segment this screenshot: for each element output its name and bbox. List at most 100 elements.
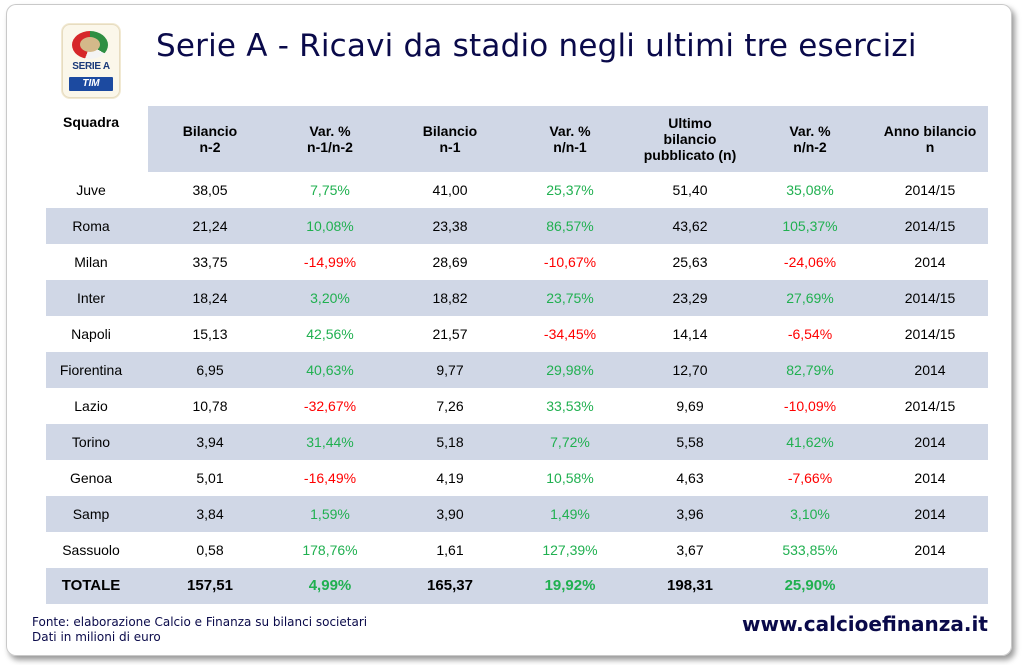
cell-n: 9,69	[676, 398, 704, 414]
cell-n1: 7,26	[436, 398, 464, 414]
cell-n2: 5,01	[196, 470, 224, 486]
cell-var3: -10,09%	[783, 398, 837, 414]
cell-n: 43,62	[672, 218, 708, 234]
logo-sponsor: TIM	[69, 77, 113, 91]
cell-var3: -7,66%	[787, 470, 833, 486]
cell-var2: 127,39%	[542, 542, 598, 558]
cell-var3: 25,90%	[784, 577, 836, 594]
column-header-anno-bilancio: Anno bilancio n	[883, 123, 977, 155]
website-link[interactable]: www.calcioefinanza.it	[742, 612, 988, 636]
source-note: Fonte: elaborazione Calcio e Finanza su …	[32, 615, 368, 629]
cell-var1: 3,20%	[310, 290, 350, 306]
table-row: Fiorentina 6,95 40,63% 9,77 29,98% 12,70 82,79…	[46, 352, 988, 388]
column-header-bilancio-n2: Bilancio n-2	[182, 123, 238, 155]
cell-var1: -14,99%	[303, 254, 357, 270]
cell-var1: 1,59%	[310, 506, 350, 522]
team-name: Inter	[76, 290, 105, 306]
page-title: Serie A - Ricavi da stadio negli ultimi …	[156, 28, 917, 64]
cell-var2: -34,45%	[543, 326, 597, 342]
cell-n1: 3,90	[436, 506, 464, 522]
cell-var2: 86,57%	[546, 218, 594, 234]
team-name: Sassuolo	[62, 542, 120, 558]
row-band	[148, 424, 988, 460]
cell-n2: 0,58	[196, 542, 224, 558]
cell-n: 23,29	[672, 290, 708, 306]
cell-anno	[870, 568, 990, 604]
unit-note: Dati in milioni di euro	[32, 630, 161, 644]
table-row: Samp 3,84 1,59% 3,90 1,49% 3,96 3,10% 2014	[46, 496, 988, 532]
cell-var2: 33,53%	[546, 398, 594, 414]
cell-var3: 105,37%	[782, 218, 838, 234]
cell-var2: 23,75%	[546, 290, 594, 306]
cell-var2: 10,58%	[546, 470, 594, 486]
cell-var3: -24,06%	[783, 254, 837, 270]
cell-n: 198,31	[667, 577, 713, 594]
cell-n1: 28,69	[432, 254, 468, 270]
cell-var2: -10,67%	[543, 254, 597, 270]
row-band	[148, 208, 988, 244]
serie-a-logo: SERIE A TIM	[62, 24, 120, 98]
cell-n1: 165,37	[427, 577, 473, 594]
cell-var2: 25,37%	[546, 182, 594, 198]
cell-var3: 35,08%	[786, 182, 834, 198]
team-name: Genoa	[69, 470, 113, 486]
footnote: Fonte: elaborazione Calcio e Finanza su …	[32, 615, 367, 645]
cell-n2: 10,78	[192, 398, 228, 414]
table-row: Lazio 10,78 -32,67% 7,26 33,53% 9,69 -10,09% 20…	[46, 388, 988, 424]
cell-anno: 2014/15	[904, 218, 956, 234]
cell-var3: -6,54%	[787, 326, 833, 342]
cell-var2: 1,49%	[550, 506, 590, 522]
cell-n: 5,58	[676, 434, 704, 450]
cell-n: 25,63	[672, 254, 708, 270]
row-band	[148, 568, 988, 604]
team-name: Napoli	[71, 326, 111, 342]
table-row: Milan 33,75 -14,99% 28,69 -10,67% 25,63 -24,06…	[46, 244, 988, 280]
cell-anno: 2014/15	[904, 398, 956, 414]
cell-var1: -16,49%	[303, 470, 357, 486]
row-band	[46, 352, 148, 388]
cell-anno: 2014	[914, 254, 946, 270]
team-name: Roma	[72, 218, 110, 234]
cell-var3: 3,10%	[790, 506, 830, 522]
logo-text: SERIE A	[72, 61, 110, 72]
cell-var1: 42,56%	[306, 326, 354, 342]
row-band	[46, 208, 148, 244]
team-name: Lazio	[74, 398, 108, 414]
team-name: TOTALE	[61, 577, 121, 594]
cell-anno: 2014	[914, 506, 946, 522]
cell-n: 14,14	[672, 326, 708, 342]
cell-var1: 40,63%	[306, 362, 354, 378]
cell-n1: 41,00	[432, 182, 468, 198]
cell-anno: 2014/15	[904, 326, 956, 342]
row-band	[46, 568, 148, 604]
row-band	[148, 496, 988, 532]
cell-n: 3,67	[676, 542, 704, 558]
cell-n1: 5,18	[436, 434, 464, 450]
cell-n: 51,40	[672, 182, 708, 198]
team-name: Samp	[72, 506, 110, 522]
table-total-row: TOTALE 157,51 4,99% 165,37 19,92% 198,31 25,90…	[46, 568, 988, 604]
cell-n1: 4,19	[436, 470, 464, 486]
team-name: Juve	[76, 182, 106, 198]
cell-n1: 23,38	[432, 218, 468, 234]
column-header-squadra: Squadra	[62, 114, 119, 130]
cell-var3: 533,85%	[782, 542, 838, 558]
table-header-background	[148, 106, 988, 172]
cell-n1: 1,61	[436, 542, 464, 558]
team-name: Milan	[74, 254, 108, 270]
cell-var1: 10,08%	[306, 218, 354, 234]
cell-n2: 15,13	[192, 326, 228, 342]
column-header-var-n-n1: Var. % n/n-1	[549, 123, 591, 155]
cell-n1: 9,77	[436, 362, 464, 378]
cell-anno: 2014	[914, 542, 946, 558]
logo-emblem-icon	[72, 31, 108, 59]
cell-var2: 7,72%	[550, 434, 590, 450]
column-header-var-n1-n2: Var. % n-1/n-2	[307, 123, 353, 155]
cell-anno: 2014	[914, 434, 946, 450]
table-row: Genoa 5,01 -16,49% 4,19 10,58% 4,63 -7,66% 2014	[46, 460, 988, 496]
cell-var3: 41,62%	[786, 434, 834, 450]
team-name: Torino	[71, 434, 111, 450]
cell-anno: 2014	[914, 362, 946, 378]
cell-var1: 31,44%	[306, 434, 354, 450]
